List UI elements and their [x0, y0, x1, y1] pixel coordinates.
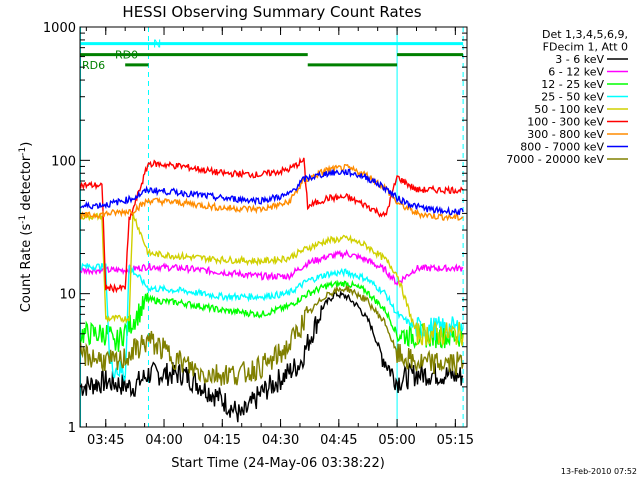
series-line-8 — [80, 285, 464, 386]
legend-label: 12 - 25 keV — [541, 78, 604, 91]
legend-label: 6 - 12 keV — [548, 66, 604, 79]
legend-label: 100 - 300 keV — [527, 116, 604, 129]
flag-label: N — [153, 38, 161, 51]
x-tick-label: 05:15 — [437, 433, 474, 448]
x-tick-label: 04:45 — [320, 433, 357, 448]
plot-frame — [79, 26, 468, 428]
series-line-5 — [80, 157, 464, 294]
y-tick-label: 100 — [51, 154, 76, 169]
x-tick-label: 05:00 — [378, 433, 415, 448]
y-axis-label: Count Rate (s-1 detector-1) — [18, 142, 34, 313]
x-tick-label: 03:45 — [87, 433, 124, 448]
timestamp: 13-Feb-2010 07:52 — [561, 467, 637, 476]
series-line-6 — [80, 163, 464, 222]
x-tick-label: 04:30 — [262, 433, 299, 448]
legend-label: 7000 - 20000 keV — [506, 153, 604, 166]
series-line-4 — [80, 211, 464, 347]
legend-label: 300 - 800 keV — [527, 128, 604, 141]
series-line-1 — [80, 249, 464, 286]
flag-label: RD0 — [115, 49, 138, 62]
flag-label: RD6 — [82, 59, 105, 72]
series-line-0 — [80, 288, 464, 423]
legend-label: 800 - 7000 keV — [520, 141, 604, 154]
legend-header: Det 1,3,4,5,6,9, — [542, 28, 628, 41]
x-axis-label: Start Time (24-May-06 03:38:22) — [171, 456, 385, 471]
x-tick-label: 04:15 — [204, 433, 241, 448]
series-line-2 — [80, 279, 464, 352]
legend-label: 50 - 100 keV — [534, 103, 604, 116]
chart-title: HESSI Observing Summary Count Rates — [122, 3, 421, 21]
legend-label: 3 - 6 keV — [555, 53, 604, 66]
legend-header: FDecim 1, Att 0 — [543, 41, 628, 54]
y-tick-label: 1 — [68, 421, 76, 436]
x-tick-label: 04:00 — [145, 433, 182, 448]
y-tick-label: 10 — [59, 288, 76, 303]
y-tick-label: 1000 — [43, 21, 76, 36]
series-line-3 — [80, 262, 464, 382]
series-line-7 — [80, 168, 464, 216]
legend-label: 25 - 50 keV — [541, 91, 604, 104]
